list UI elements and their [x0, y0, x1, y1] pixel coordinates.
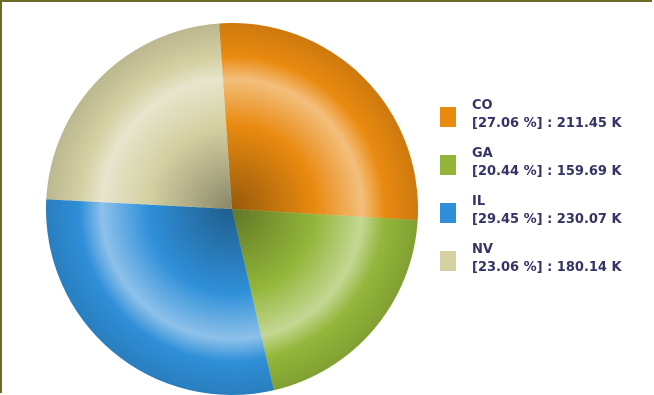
- legend-label-il: IL: [472, 194, 486, 209]
- pie-chart: [46, 22, 418, 395]
- pie-slice-il[interactable]: [46, 199, 274, 395]
- legend-value-co: [27.06 %] : 211.45 K: [472, 116, 622, 131]
- pie-slice-co[interactable]: [219, 22, 418, 221]
- legend-label-co: CO: [472, 98, 493, 113]
- legend-swatch-nv: [440, 251, 456, 271]
- legend-value-ga: [20.44 %] : 159.69 K: [472, 164, 622, 179]
- legend-swatch-co: [440, 107, 456, 127]
- pie-slice-nv[interactable]: [46, 23, 232, 209]
- legend-swatch-il: [440, 203, 456, 223]
- legend-label-nv: NV: [472, 242, 493, 257]
- pie-slice-ga[interactable]: [232, 209, 418, 391]
- legend-value-il: [29.45 %] : 230.07 K: [472, 212, 622, 227]
- legend-label-ga: GA: [472, 146, 493, 161]
- legend-swatch-ga: [440, 155, 456, 175]
- legend-value-nv: [23.06 %] : 180.14 K: [472, 260, 622, 275]
